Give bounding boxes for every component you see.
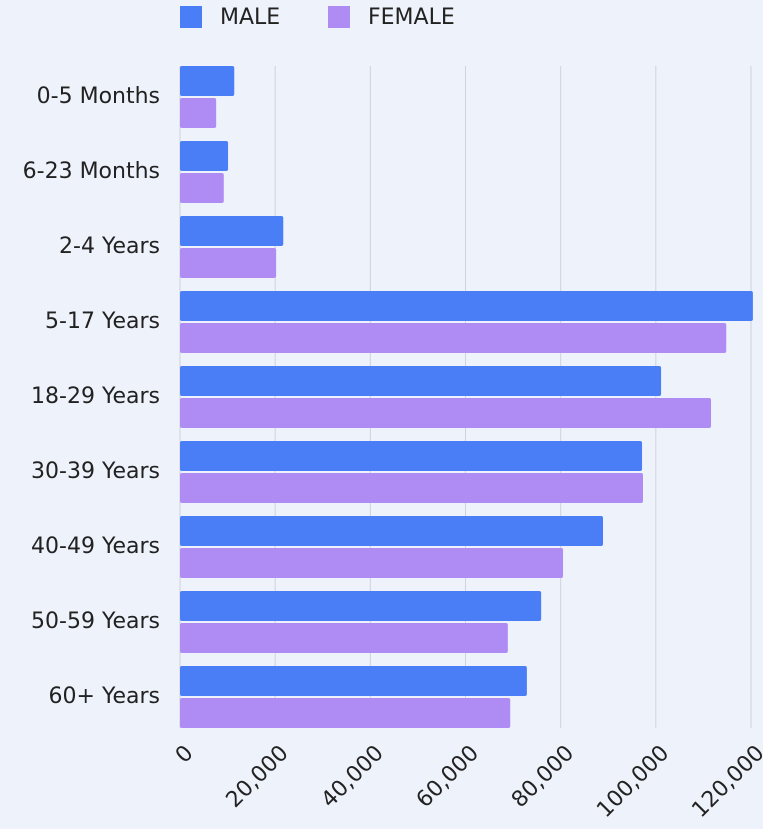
bar: [180, 173, 224, 203]
bar: [180, 591, 542, 621]
bar: [180, 441, 643, 471]
bar: [180, 548, 564, 578]
y-tick-label: 0-5 Months: [37, 84, 160, 109]
x-tick-label: 0: [171, 741, 199, 769]
x-tick-label: 80,000: [507, 741, 579, 813]
bar: [180, 323, 727, 353]
bar: [180, 623, 508, 653]
legend-swatch: [328, 6, 350, 28]
y-tick-label: 40-49 Years: [31, 534, 160, 559]
y-tick-label: 60+ Years: [49, 684, 160, 709]
y-tick-label: 30-39 Years: [31, 459, 160, 484]
x-tick-label: 60,000: [412, 741, 484, 813]
bar: [180, 248, 277, 278]
x-tick-label: 100,000: [592, 741, 674, 823]
bar: [180, 291, 753, 321]
bar: [180, 366, 662, 396]
y-tick-label: 5-17 Years: [45, 309, 160, 334]
legend-label: FEMALE: [368, 5, 455, 30]
y-tick-label: 50-59 Years: [31, 609, 160, 634]
legend-swatch: [180, 6, 202, 28]
bar: [180, 398, 712, 428]
y-tick-label: 6-23 Months: [23, 159, 160, 184]
bar: [180, 66, 235, 96]
bar: [180, 216, 284, 246]
bar: [180, 98, 217, 128]
y-tick-label: 2-4 Years: [59, 234, 160, 259]
bar: [180, 516, 604, 546]
x-tick-label: 40,000: [317, 741, 389, 813]
x-tick-label: 120,000: [687, 741, 763, 823]
y-tick-label: 18-29 Years: [31, 384, 160, 409]
bar: [180, 698, 511, 728]
bar: [180, 473, 643, 503]
legend-label: MALE: [220, 5, 280, 30]
bar: [180, 666, 527, 696]
x-tick-label: 20,000: [222, 741, 294, 813]
bar: [180, 141, 229, 171]
